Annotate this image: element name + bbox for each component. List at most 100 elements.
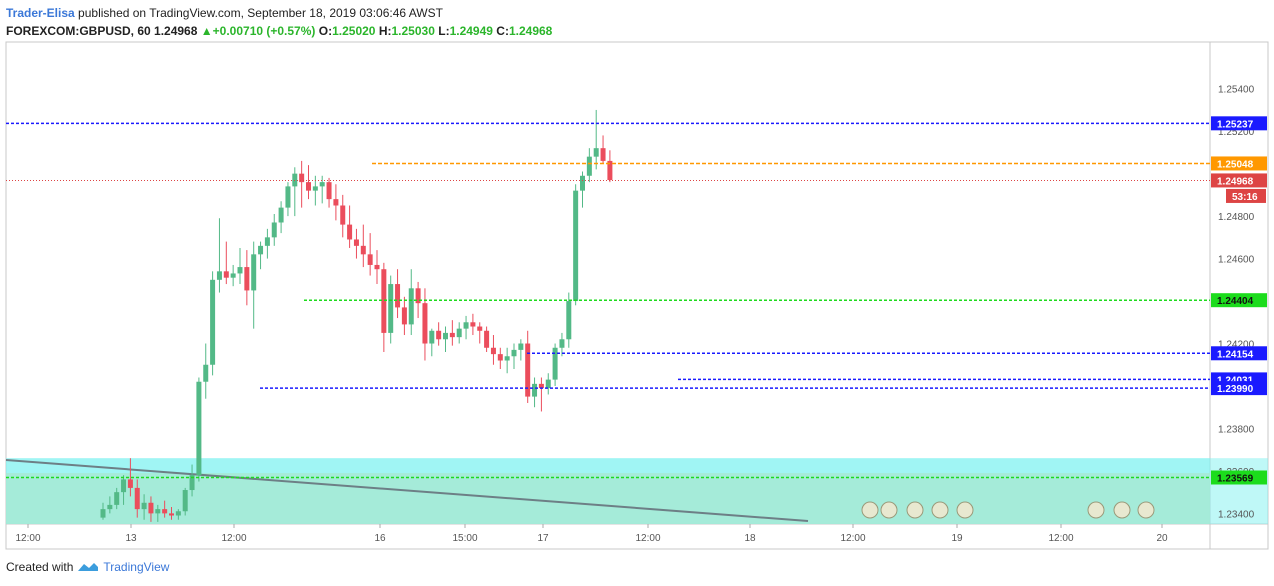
candle-body: [525, 343, 531, 397]
candle-body: [429, 330, 435, 344]
candle-body: [456, 328, 462, 338]
candle-body: [600, 148, 606, 161]
candle-body: [470, 322, 476, 327]
candle-body: [196, 381, 202, 476]
candle-body: [182, 490, 188, 512]
candle-body: [381, 269, 387, 333]
author-name[interactable]: Trader-Elisa: [6, 6, 75, 20]
high-value: 1.25030: [391, 24, 435, 38]
candle-body: [230, 273, 236, 278]
level-tag: [1211, 470, 1267, 485]
candle-body: [134, 487, 140, 510]
candle-body: [449, 332, 455, 338]
ohlc-line: FOREXCOM:GBPUSD, 60 1.24968 ▲+0.00710 (+…: [6, 22, 552, 40]
open-label: O:: [318, 24, 333, 38]
level-tag: [1211, 293, 1267, 308]
candle-body: [141, 502, 147, 510]
candle-body: [401, 307, 407, 325]
candle-body: [580, 175, 585, 191]
candle-body: [203, 364, 209, 382]
tradingview-brand[interactable]: TradingView: [103, 560, 170, 574]
candle-body: [175, 511, 181, 516]
candle-body: [162, 509, 168, 514]
candle-body: [443, 332, 448, 340]
candle-body: [436, 330, 442, 340]
candle-body: [306, 182, 311, 191]
candle-body: [169, 513, 174, 516]
symbol-label: FOREXCOM:GBPUSD, 60: [6, 24, 151, 38]
candle-body: [532, 383, 538, 397]
created-with-text: Created with: [6, 560, 74, 574]
close-value: 1.24968: [508, 24, 553, 38]
x-tick-label: 13: [125, 533, 137, 544]
candle-body: [244, 267, 250, 291]
level-tag: [1211, 116, 1267, 131]
level-label: 1.24968: [1217, 176, 1254, 187]
x-tick-label: 17: [537, 533, 549, 544]
event-marker-icon: [880, 501, 898, 519]
level-label: 53:16: [1232, 192, 1258, 203]
candle-body: [251, 254, 257, 291]
candle-body: [148, 502, 154, 514]
candle-body: [463, 322, 469, 329]
x-tick-label: 16: [374, 533, 386, 544]
published-text: published on TradingView.com, September …: [78, 6, 443, 20]
demand-zone-inner: [6, 473, 1210, 524]
candle-body: [210, 279, 216, 365]
footer: Created with TradingView: [6, 560, 169, 574]
candle-body: [285, 186, 291, 208]
level-label: 1.25048: [1217, 159, 1254, 170]
level-label: 1.23990: [1217, 384, 1254, 395]
candle-body: [367, 254, 373, 265]
y-tick-label: 1.23400: [1218, 509, 1255, 520]
level-label: 1.25237: [1217, 119, 1254, 130]
demand-zone-axis: [1210, 458, 1268, 524]
candle-body: [552, 347, 558, 380]
level-tag: [1211, 156, 1267, 171]
candle-body: [511, 349, 517, 357]
candle-body: [264, 237, 270, 246]
event-marker-icon: [906, 501, 924, 519]
open-value: 1.25020: [332, 24, 376, 38]
y-tick-label: 1.24600: [1218, 255, 1255, 266]
y-tick-label: 1.25400: [1218, 85, 1255, 96]
candle-body: [360, 245, 366, 255]
candle-body: [490, 347, 496, 355]
candle-body: [319, 182, 325, 187]
x-tick-label: 20: [1156, 533, 1168, 544]
tradingview-logo-icon: [78, 563, 99, 571]
x-tick-label: 12:00: [1048, 533, 1073, 544]
y-tick-label: 1.23800: [1218, 424, 1255, 435]
candle-body: [223, 271, 229, 278]
level-tag: [1211, 381, 1267, 396]
x-tick-label: 12:00: [15, 533, 40, 544]
candle-body: [566, 301, 572, 340]
event-marker-icon: [1113, 501, 1131, 519]
candle-body: [114, 492, 120, 505]
candle-body: [559, 339, 565, 348]
chart-frame: [5, 41, 1269, 550]
candle-body: [100, 509, 106, 518]
change-value: +0.00710 (+0.57%): [212, 24, 316, 38]
candle-body: [326, 182, 332, 200]
candle-body: [155, 509, 161, 514]
level-label: 1.23569: [1217, 473, 1254, 484]
last-price: 1.24968: [154, 24, 198, 38]
y-tick-label: 1.24200: [1218, 340, 1255, 351]
event-marker-icon: [956, 501, 974, 519]
candle-body: [374, 264, 380, 270]
candle-body: [497, 354, 503, 361]
candle-body: [271, 222, 277, 238]
level-tag: [1211, 346, 1267, 361]
candle-body: [216, 271, 222, 280]
x-tick-label: 18: [744, 533, 756, 544]
candle-body: [477, 326, 483, 331]
event-marker-icon: [1137, 501, 1155, 519]
candle-body: [593, 148, 599, 157]
close-label: C:: [496, 24, 509, 38]
candle-body: [573, 190, 579, 302]
x-tick-label: 12:00: [221, 533, 246, 544]
candle-body: [353, 239, 359, 246]
candle-body: [237, 267, 243, 274]
